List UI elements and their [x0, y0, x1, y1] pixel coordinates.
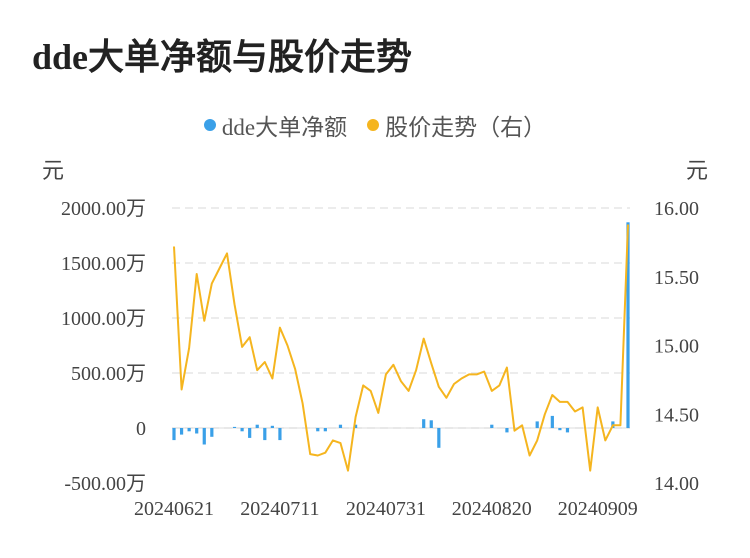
bar-dde [248, 428, 252, 438]
legend-item-dde[interactable]: dde大单净额 [203, 108, 348, 142]
bar-dde [240, 428, 244, 432]
bar-dde [422, 419, 426, 428]
y-left-tick-label: 1000.00万 [61, 308, 146, 330]
y-right-unit: 元 [686, 159, 708, 184]
x-tick-label: 20240820 [452, 498, 532, 520]
legend-dot-dde [203, 119, 216, 131]
bar-dde [550, 415, 554, 428]
bar-dde [187, 428, 191, 432]
bar-dde [278, 428, 282, 441]
chart-legend: dde大单净额 股价走势（右） [0, 108, 750, 142]
chart-title: dde大单净额与股价走势 [32, 37, 413, 77]
price-line [173, 224, 629, 472]
y-left-tick-label: 1500.00万 [61, 253, 146, 275]
bar-dde [210, 428, 214, 437]
bar-dde [429, 420, 433, 428]
bar-dde [323, 428, 327, 432]
x-tick-label: 20240621 [134, 498, 214, 520]
bar-dde [195, 428, 199, 434]
y-right-tick-label: 15.50 [654, 267, 699, 289]
bar-dde [255, 424, 259, 428]
y-left-tick-label: 500.00万 [71, 363, 146, 385]
x-tick-label: 20240711 [240, 498, 319, 520]
bar-dde [263, 428, 267, 441]
bar-dde [535, 421, 539, 428]
y-right-tick-label: 16.00 [654, 198, 699, 220]
y-left-tick-label: 2000.00万 [61, 198, 146, 220]
x-tick-label: 20240731 [346, 498, 426, 520]
x-tick-label: 20240909 [558, 498, 638, 520]
y-left-tick-label: 0 [136, 418, 146, 440]
bar-dde [270, 425, 274, 428]
y-left-unit: 元 [42, 159, 64, 184]
y-right-tick-label: 14.00 [654, 473, 699, 495]
bar-dde [626, 222, 630, 428]
bar-dde [490, 424, 494, 428]
bar-dde [316, 428, 320, 432]
legend-dot-price [367, 119, 380, 131]
bar-dde [179, 428, 184, 435]
bar-dde [232, 426, 237, 428]
y-left-tick-label: -500.00万 [64, 473, 146, 495]
legend-label-price: 股价走势（右） [385, 115, 547, 140]
y-right-tick-label: 14.50 [654, 404, 699, 426]
bar-dde [558, 428, 562, 431]
y-right-tick-label: 15.00 [654, 336, 699, 358]
legend-item-price[interactable]: 股价走势（右） [367, 108, 546, 142]
bar-dde [437, 428, 441, 448]
bar-dde [338, 424, 343, 428]
bar-dde [565, 428, 570, 433]
bar-dde [354, 424, 358, 428]
bar-dde [202, 428, 206, 445]
legend-label-dde: dde大单净额 [221, 115, 348, 140]
bar-dde [505, 428, 509, 433]
bar-dde [172, 428, 176, 441]
